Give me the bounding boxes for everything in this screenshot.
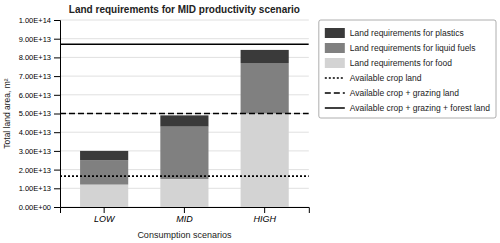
x-axis-title: Consumption scenarios [137,230,232,240]
legend-line [325,77,345,79]
legend-item: Available crop + grazing land [325,88,460,98]
legend-item: Land requirements for liquid fuels [325,43,476,53]
legend-label: Available crop land [350,73,422,83]
tick-mark [264,207,265,213]
legend-item: Land requirements for food [325,58,452,68]
tick-mark [54,20,60,21]
tick-label: 1.00E+13 [19,184,51,193]
grid-line [60,113,309,114]
tick-label: 6.00E+13 [19,91,51,100]
title: Land requirements for MID productivity s… [69,4,300,15]
tick: 0.00E+00 [19,203,60,212]
tick: MID [176,207,193,224]
tick: 5.00E+13 [19,109,60,118]
tick-mark [54,151,60,152]
bar [241,114,289,208]
legend-line [325,107,345,109]
tick-label: 9.00E+13 [19,35,51,44]
tick-mark [54,132,60,133]
tick-mark [54,39,60,40]
reference-line [60,175,309,177]
legend-item: Land requirements for plastics [325,28,464,38]
tick-mark [54,57,60,58]
legend-label: Land requirements for plastics [350,28,464,38]
chart: Land requirements for plastics Land requi… [0,0,500,243]
tick-label: LOW [94,214,116,224]
tick: 2.00E+13 [19,166,60,175]
tick: 8.00E+13 [19,53,60,62]
bar [160,127,208,179]
tick-mark [54,188,60,189]
bar [80,160,128,184]
tick: 9.00E+13 [19,35,60,44]
axis-line [54,21,61,208]
reference-line [60,44,309,46]
tick-label: 2.00E+13 [19,166,51,175]
legend-label: Available crop + grazing land [350,88,460,98]
tick-label: 8.00E+13 [19,53,51,62]
legend-item: Available crop + grazing + forest land [325,103,490,113]
tick-label: 5.00E+13 [19,109,51,118]
legend-item: Available crop land [325,73,422,83]
legend-swatch [325,43,345,53]
tick-mark [104,207,105,213]
y-axis: 0.00E+00 1.00E+13 2.00E+13 3.00E+13 4.00E+13… [19,16,61,212]
tick-label: 4.00E+13 [19,128,51,137]
marks [60,44,309,207]
tick: 6.00E+13 [19,91,60,100]
reference-line [60,113,309,115]
bar-series [80,63,289,185]
grid-line [60,20,309,21]
legend-label: Land requirements for liquid fuels [350,43,476,53]
tick-label: 7.00E+13 [19,72,51,81]
y-axis-title: Total land area, m² [2,78,12,149]
tick-mark [54,95,60,96]
bar [80,151,128,160]
legend: Land requirements for plastics Land requi… [319,20,496,118]
bar [241,63,289,113]
plot: 0.00E+00 1.00E+13 2.00E+13 3.00E+13 4.00E+13… [19,16,310,224]
tick: LOW [94,207,116,224]
tick: 7.00E+13 [19,72,60,81]
legend-frame [319,20,496,118]
tick-mark [184,207,185,213]
grid [60,20,309,207]
tick-label: 3.00E+13 [19,147,51,156]
bar [80,185,128,207]
tick-label: HIGH [253,214,276,224]
tick-mark [54,170,60,171]
tick-label: MID [176,214,193,224]
tick-mark [54,114,60,115]
legend-line [325,92,345,94]
legend-swatch [325,28,345,38]
bar [160,179,208,207]
bar [241,50,289,63]
grid-line [60,38,309,39]
tick: HIGH [253,207,276,224]
bar-series [80,50,289,160]
legend-swatch [325,58,345,68]
tick: 1.00E+13 [19,184,60,193]
x-axis: LOW MID HIGH [61,207,310,224]
tick-mark [54,76,60,77]
tick-mark [54,207,60,208]
bar [160,115,208,126]
legend-label: Available crop + grazing + forest land [350,103,490,113]
tick-label: 1.00E+14 [19,16,51,25]
tick: 1.00E+14 [19,16,60,25]
legend-label: Land requirements for food [350,58,452,68]
tick: 3.00E+13 [19,147,60,156]
tick-label: 0.00E+00 [19,203,51,212]
tick: 4.00E+13 [19,128,60,137]
axis-line [61,208,310,214]
bar-series [80,114,289,208]
